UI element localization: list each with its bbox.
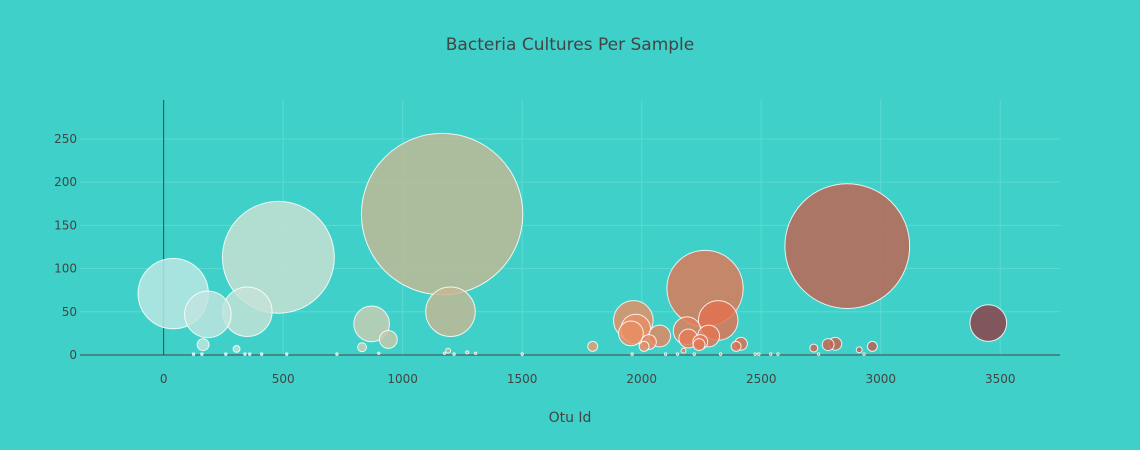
bubble-point <box>224 352 228 356</box>
x-tick-label: 1500 <box>507 372 538 386</box>
bubble-point <box>776 352 780 356</box>
bubble-point <box>866 340 878 352</box>
y-tick-label: 50 <box>62 305 77 319</box>
chart-title: Bacteria Cultures Per Sample <box>446 35 694 55</box>
bubble-point <box>855 346 863 354</box>
bubble-point <box>753 352 757 356</box>
bubble-point <box>816 352 821 356</box>
bubble-point <box>784 183 911 309</box>
bubble-point <box>248 352 252 356</box>
bubble-point <box>692 338 706 352</box>
x-tick-label: 1000 <box>387 372 418 386</box>
x-tick-label: 3000 <box>865 372 896 386</box>
bubble-point <box>473 351 478 355</box>
x-axis-title: Otu Id <box>549 410 592 426</box>
bubble-point <box>184 290 232 339</box>
bubbles <box>137 132 1008 356</box>
bubble-point <box>718 352 723 356</box>
bubble-point <box>757 352 761 356</box>
bubble-point <box>769 352 773 356</box>
bubble-point <box>200 352 204 356</box>
bubble-point <box>191 352 196 356</box>
bubble-point <box>360 132 524 296</box>
bubble-point <box>452 352 456 356</box>
x-tick-label: 0 <box>160 372 168 386</box>
x-tick-label: 500 <box>272 372 295 386</box>
y-tick-label: 0 <box>69 348 77 362</box>
bubble-point <box>196 338 210 352</box>
bubble-point <box>638 340 650 352</box>
bubble-point <box>335 352 339 356</box>
bubble-point <box>285 352 289 356</box>
bubble-point <box>969 304 1008 342</box>
y-tick-label: 100 <box>54 262 77 276</box>
bubble-point <box>692 352 696 356</box>
bubble-point <box>377 351 381 355</box>
bubble-point <box>675 352 680 356</box>
y-tick-label: 250 <box>54 132 77 146</box>
bubble-point <box>587 340 599 352</box>
bubble-point <box>680 347 687 354</box>
x-tick-label: 2000 <box>626 372 657 386</box>
bubble-point <box>520 352 524 356</box>
bubble-point <box>445 347 452 354</box>
bubble-point <box>357 342 368 353</box>
bubble-point <box>821 338 835 352</box>
bubble-point <box>259 352 264 356</box>
y-tick-label: 200 <box>54 175 77 189</box>
bubble-point <box>663 352 668 356</box>
bubble-point <box>618 320 644 347</box>
bubble-point <box>353 305 390 343</box>
bubble-point <box>425 286 476 338</box>
x-tick-label: 2500 <box>746 372 777 386</box>
bubble-point <box>378 330 398 349</box>
bubble-point <box>243 352 247 356</box>
x-tick-label: 3500 <box>985 372 1016 386</box>
bubble-point <box>809 343 819 353</box>
bubble-point <box>442 351 447 355</box>
bubble-point <box>465 350 470 355</box>
bubble-point <box>862 352 866 356</box>
bubble-point <box>232 344 241 353</box>
y-tick-label: 150 <box>54 218 77 232</box>
bubble-point <box>730 340 742 352</box>
tick-labels: 0 500 1000 1500 2000 2500 3000 3500 0 50 100 150 200… <box>54 132 1015 386</box>
bubble-point <box>221 200 335 314</box>
bubble-point <box>630 352 634 356</box>
